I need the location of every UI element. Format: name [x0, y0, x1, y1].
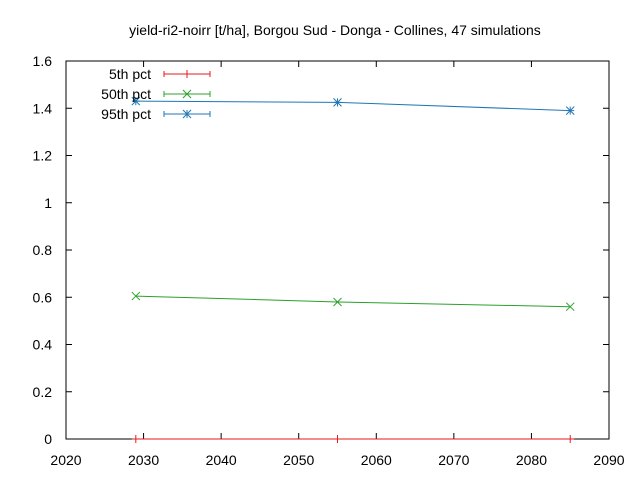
y-tick-label: 0.2 [33, 384, 53, 400]
series-5th-pct [131, 435, 575, 443]
x-tick-label: 2050 [283, 452, 314, 468]
y-tick-label: 1.2 [33, 148, 53, 164]
data-point [333, 97, 342, 107]
data-point [131, 435, 140, 443]
data-point [566, 435, 575, 443]
legend-label: 5th pct [109, 66, 151, 82]
data-point [333, 435, 342, 443]
data-point [565, 106, 575, 115]
series-line [135, 295, 571, 308]
axes: 0 0.2 0.4 0.6 0.8 1 1.2 1.4 1.6 2020 2030 2040 2050 2… [33, 53, 625, 468]
x-tick-label: 2060 [361, 452, 392, 468]
series-50th-pct [131, 291, 575, 312]
data-point [131, 291, 141, 301]
legend-label: 95th pct [101, 106, 151, 122]
data-point [333, 297, 342, 307]
y-tick-label: 1.4 [33, 100, 53, 116]
x-tick-label: 2070 [438, 452, 469, 468]
legend-marker [182, 89, 192, 99]
y-tick-label: 0 [44, 431, 52, 447]
legend-marker [182, 109, 192, 119]
legend-key [163, 109, 211, 119]
y-tick-label: 0.8 [33, 242, 53, 258]
x-tick-label: 2080 [516, 452, 547, 468]
legend-label: 50th pct [101, 86, 151, 102]
data-point [565, 302, 575, 312]
series-line [135, 100, 571, 112]
y-tick-label: 0.6 [33, 289, 53, 305]
legend-marker [183, 70, 191, 78]
y-tick-label: 0.4 [33, 337, 53, 353]
legend-key [163, 89, 211, 99]
y-tick-label: 1 [44, 195, 52, 211]
legend-key [163, 70, 211, 78]
legend: 5th pct 50th pct 95th pct [101, 66, 211, 122]
series-95th-pct [131, 96, 575, 115]
chart-title: yield-ri2-noirr [t/ha], Borgou Sud - Don… [129, 22, 541, 38]
y-tick-label: 1.6 [33, 53, 53, 69]
x-tick-label: 2040 [206, 452, 237, 468]
x-tick-label: 2020 [50, 452, 81, 468]
x-tick-label: 2090 [593, 452, 624, 468]
x-tick-label: 2030 [128, 452, 159, 468]
series-layer [131, 96, 575, 443]
data-point [131, 96, 141, 106]
